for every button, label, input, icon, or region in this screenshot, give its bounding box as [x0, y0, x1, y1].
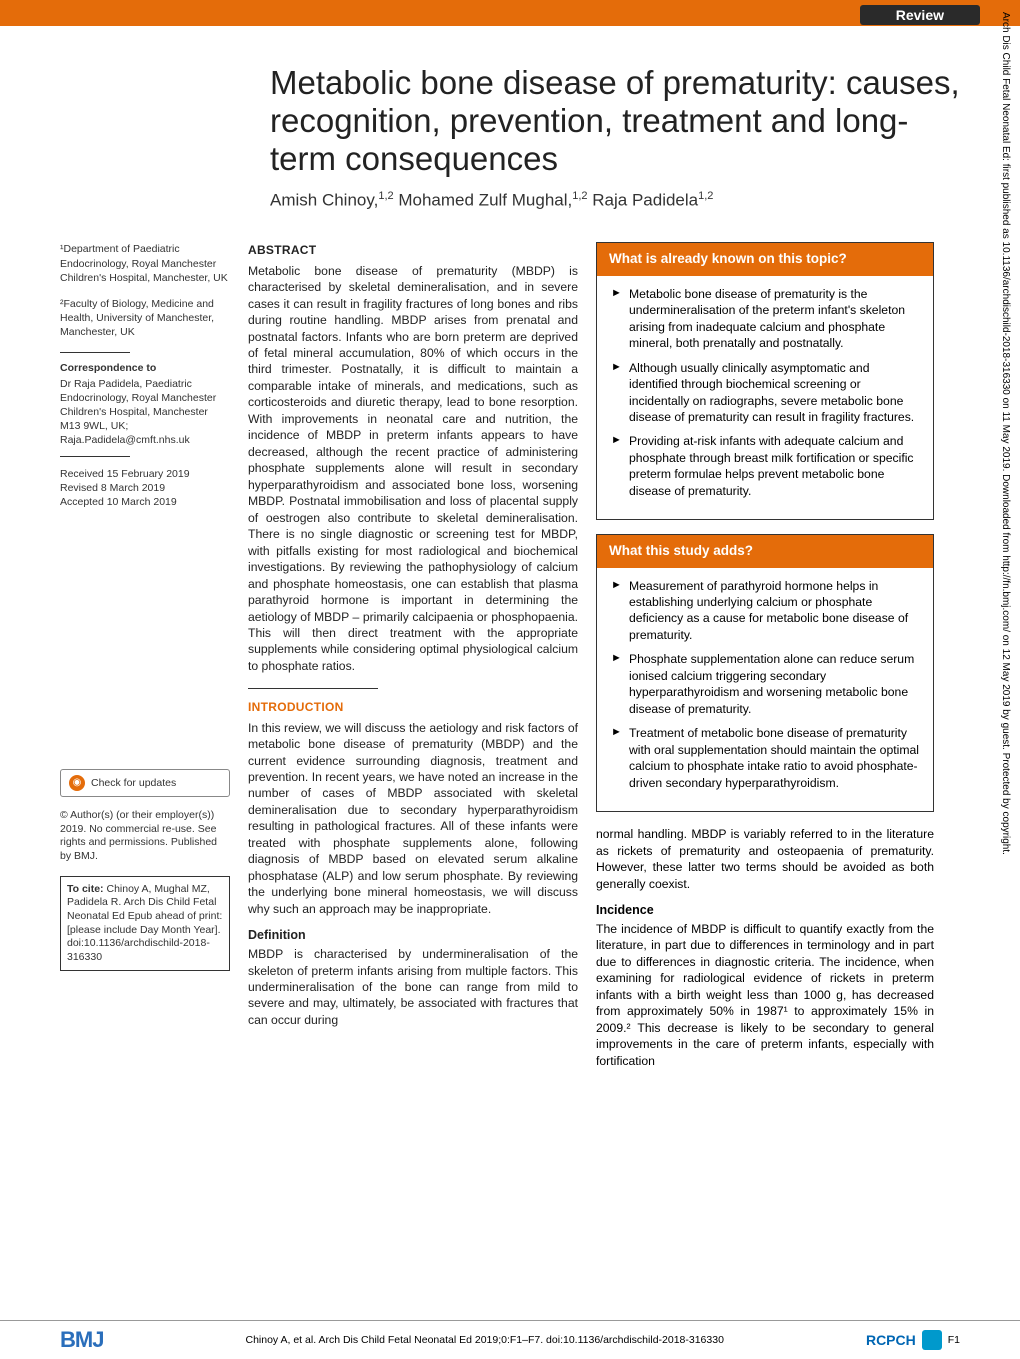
affiliation-2: ²Faculty of Biology, Medicine and Health…: [60, 297, 230, 340]
date-accepted: Accepted 10 March 2019: [60, 495, 230, 509]
known-box-heading: What is already known on this topic?: [597, 243, 933, 275]
rcpch-icon: [922, 1330, 942, 1350]
cite-label: To cite:: [67, 883, 104, 895]
authors: Amish Chinoy,1,2 Mohamed Zulf Mughal,1,2…: [60, 190, 960, 211]
list-item: Phosphate supplementation alone can redu…: [611, 651, 919, 717]
copyright-text: © Author(s) (or their employer(s)) 2019.…: [60, 809, 230, 864]
definition-body: MBDP is characterised by undermineralisa…: [248, 946, 578, 1028]
continuation-text: normal handling. MBDP is variably referr…: [596, 826, 934, 892]
known-box: What is already known on this topic? Met…: [596, 242, 934, 520]
list-item: Treatment of metabolic bone disease of p…: [611, 725, 919, 791]
date-revised: Revised 8 March 2019: [60, 481, 230, 495]
middle-column: ABSTRACT Metabolic bone disease of prema…: [248, 242, 578, 1075]
adds-box-heading: What this study adds?: [597, 535, 933, 567]
adds-box: What this study adds? Measurement of par…: [596, 534, 934, 812]
footer-citation: Chinoy A, et al. Arch Dis Child Fetal Ne…: [245, 1334, 723, 1346]
correspondence-heading: Correspondence to: [60, 361, 230, 375]
adds-box-list: Measurement of parathyroid hormone helps…: [611, 578, 919, 792]
correspondence-body: Dr Raja Padidela, Paediatric Endocrinolo…: [60, 377, 230, 448]
list-item: Providing at-risk infants with adequate …: [611, 433, 919, 499]
incidence-heading: Incidence: [596, 902, 934, 919]
citation-box: To cite: Chinoy A, Mughal MZ, Padidela R…: [60, 876, 230, 972]
divider: [60, 352, 130, 353]
rcpch-block: RCPCH F1: [866, 1330, 960, 1350]
introduction-body: In this review, we will discuss the aeti…: [248, 720, 578, 918]
incidence-body: The incidence of MBDP is difficult to qu…: [596, 921, 934, 1069]
affiliation-1: ¹Department of Paediatric Endocrinology,…: [60, 242, 230, 285]
check-updates-label: Check for updates: [91, 776, 176, 790]
footer: BMJ Chinoy A, et al. Arch Dis Child Feta…: [0, 1320, 1020, 1359]
known-box-list: Metabolic bone disease of prematurity is…: [611, 286, 919, 500]
divider: [248, 688, 378, 689]
abstract-heading: ABSTRACT: [248, 242, 578, 258]
vertical-sidebar-text: Arch Dis Child Fetal Neonatal Ed: first …: [999, 12, 1012, 1312]
bookmark-icon: ◉: [69, 775, 85, 791]
divider: [60, 456, 130, 457]
list-item: Measurement of parathyroid hormone helps…: [611, 578, 919, 644]
article-title: Metabolic bone disease of prematurity: c…: [60, 64, 960, 178]
left-metadata-column: ¹Department of Paediatric Endocrinology,…: [60, 242, 230, 1075]
abstract-body: Metabolic bone disease of prematurity (M…: [248, 263, 578, 675]
rcpch-logo: RCPCH: [866, 1332, 916, 1348]
definition-heading: Definition: [248, 927, 578, 944]
list-item: Although usually clinically asymptomatic…: [611, 360, 919, 426]
header-bar: Review: [0, 0, 1020, 26]
right-column: What is already known on this topic? Met…: [596, 242, 934, 1075]
introduction-heading: INTRODUCTION: [248, 699, 578, 715]
check-updates-button[interactable]: ◉ Check for updates: [60, 769, 230, 797]
date-received: Received 15 February 2019: [60, 467, 230, 481]
page-number: F1: [948, 1334, 960, 1346]
review-badge: Review: [860, 5, 980, 25]
bmj-logo: BMJ: [60, 1327, 103, 1353]
list-item: Metabolic bone disease of prematurity is…: [611, 286, 919, 352]
